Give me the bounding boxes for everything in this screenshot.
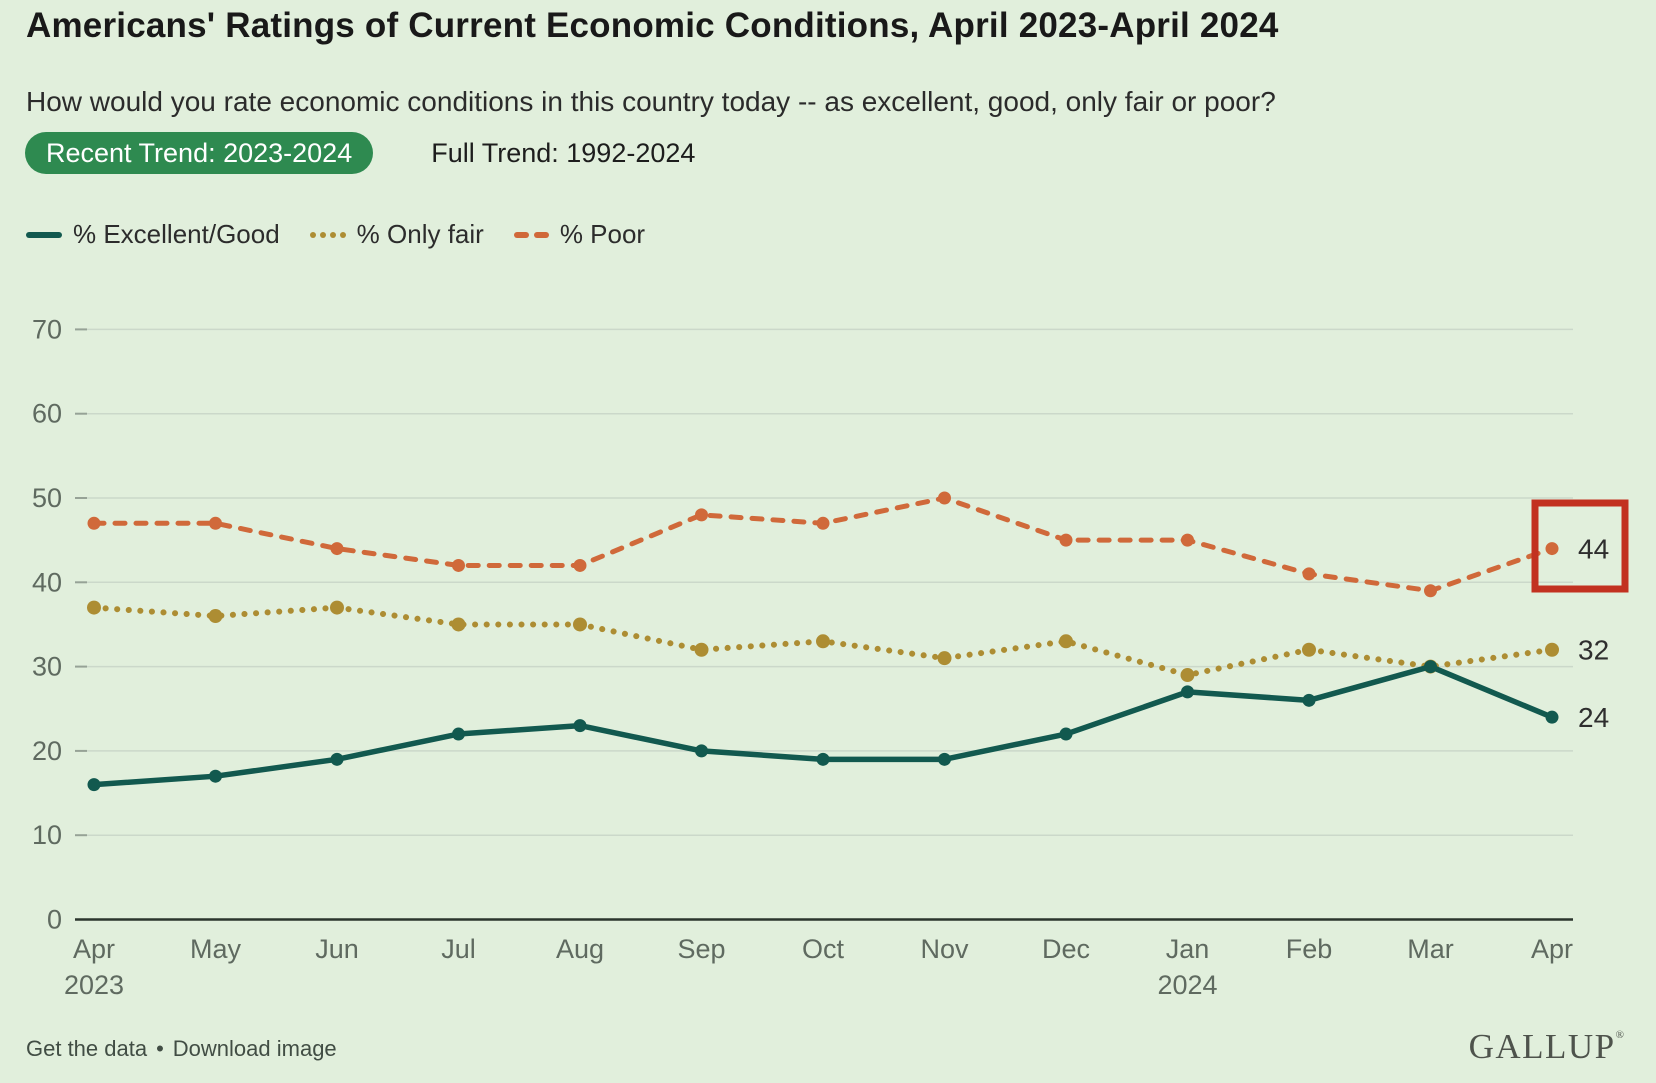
only-fair-data-point [330,600,344,615]
excellent-good-data-point [1181,685,1194,699]
x-tick-label: Sep [677,934,725,964]
poor-data-point [87,516,101,530]
x-year-label: 2024 [1157,970,1217,1000]
y-tick-label: 40 [32,567,62,597]
survey-question: How would you rate economic conditions i… [26,86,1276,117]
y-tick-label: 20 [32,736,62,766]
poor-end-value-label: 44 [1578,534,1609,565]
poor-data-point [695,508,708,522]
excellent-good-data-point [87,778,101,792]
poor-data-point [1181,533,1194,547]
only-fair-data-point [1059,634,1073,649]
y-tick-label: 50 [32,483,62,513]
page-title: Americans' Ratings of Current Economic C… [26,6,1279,45]
poor-data-point [1545,542,1559,556]
poor-data-point [330,542,344,556]
x-tick-label: Dec [1042,934,1090,964]
y-tick-label: 0 [47,905,62,935]
tab-recent-trend[interactable]: Recent Trend: 2023-2024 [25,132,374,174]
poor-data-point [452,558,465,572]
excellent-good-data-point [816,752,830,766]
excellent-good-data-point [938,752,951,766]
only-fair-data-point [937,651,952,666]
legend-item-only-fair: % Only fair [309,219,484,250]
poor-data-point [816,516,830,530]
trend-tabs: Recent Trend: 2023-2024 Full Trend: 1992… [25,132,695,174]
legend-label: % Only fair [356,219,484,249]
excellent-good-data-point [1424,660,1437,674]
only-fair-data-point [816,634,830,649]
x-tick-label: Apr [73,934,115,964]
excellent-good-data-point [452,727,465,741]
registered-mark: ® [1615,1029,1624,1041]
poor-data-point [1059,533,1073,547]
legend-item-poor: % Poor [513,219,646,250]
excellent-good-data-point [695,744,708,758]
only-fair-data-point [208,609,223,624]
poor-line [91,495,1555,594]
x-tick-label: Mar [1407,934,1454,964]
only-fair-end-value-label: 32 [1578,635,1609,666]
get-the-data-link[interactable]: Get the data [26,1036,148,1061]
only-fair-data-point [694,642,709,657]
x-tick-label: Jan [1166,934,1210,964]
poor-data-point [938,491,951,505]
poor-data-point [209,516,222,530]
legend-label: % Excellent/Good [73,219,280,249]
dotted-line-swatch-icon [309,231,316,238]
tab-full-trend[interactable]: Full Trend: 1992-2024 [431,132,695,174]
only-fair-data-point [1545,642,1559,657]
poor-data-point [1302,567,1316,581]
solid-line-swatch-icon [26,231,62,238]
download-image-link[interactable]: Download image [172,1036,337,1061]
y-tick-label: 60 [32,399,62,429]
excellent-good-data-point [209,769,222,783]
excellent-good-data-point [1302,693,1316,707]
excellent-good-data-point [330,752,344,766]
x-tick-label: Jul [441,934,476,964]
dashed-line-swatch-icon [513,231,529,238]
poor-data-point [573,558,587,572]
x-tick-label: Nov [920,934,969,964]
x-tick-label: Oct [802,934,845,964]
x-tick-label: May [190,934,242,964]
only-fair-data-point [451,617,466,632]
chart-legend: % Excellent/Good % Only fair % Poor [26,219,645,250]
x-tick-label: Feb [1286,934,1333,964]
y-tick-label: 10 [32,820,62,850]
poor-data-point [1424,584,1437,598]
x-year-label: 2023 [64,970,124,1000]
x-tick-label: Aug [556,934,604,964]
gallup-wordmark: GALLUP [1468,1027,1616,1066]
footer-separator: • [156,1036,164,1061]
footer: Get the data • Download image [26,1036,337,1062]
gallup-logo: GALLUP® [1469,1027,1624,1067]
legend-item-excellent-good: % Excellent/Good [26,219,280,250]
y-tick-label: 30 [32,652,62,682]
only-fair-data-point [1302,642,1316,657]
excellent-good-data-point [573,719,587,733]
only-fair-data-point [573,617,587,632]
excellent-good-end-value-label: 24 [1578,702,1609,733]
highlight-box [1531,499,1629,593]
x-tick-label: Apr [1531,934,1573,964]
excellent-good-data-point [1545,710,1559,724]
x-tick-label: Jun [315,934,359,964]
legend-label: % Poor [559,219,646,249]
excellent-good-data-point [1059,727,1073,741]
only-fair-data-point [87,600,101,615]
excellent-good-line [91,663,1555,788]
y-tick-label: 70 [32,314,62,344]
only-fair-data-point [1180,668,1195,683]
